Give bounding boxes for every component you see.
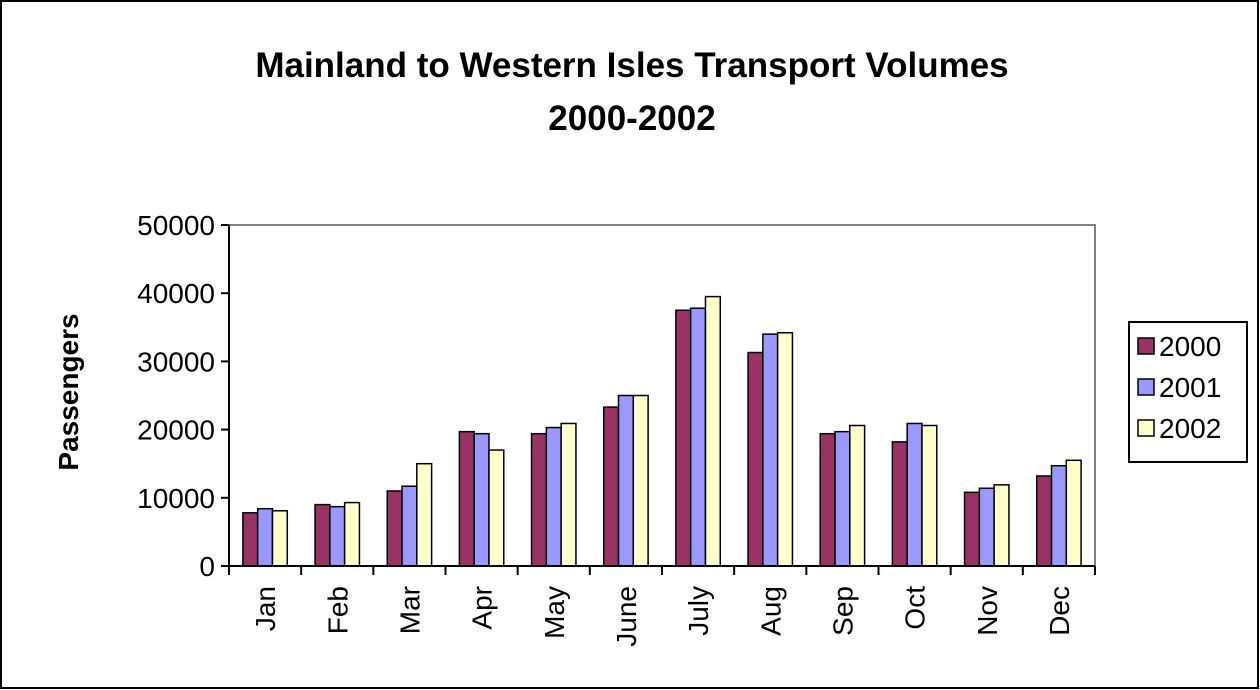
bar-2001-apr: [473, 432, 490, 567]
bar-2002-feb: [343, 501, 361, 567]
legend-swatch-2001: [1137, 378, 1155, 396]
axes-layer: 0 10000 20000 30000 40000 50000 Jan Feb Mar Apr Ma…: [137, 210, 1096, 647]
x-tick-label: Dec: [1044, 586, 1075, 636]
bar-2000-aug: [747, 351, 764, 567]
bar-2002-sep: [849, 424, 866, 567]
bar-2000-feb: [314, 503, 331, 567]
y-tick-label: 10000: [137, 483, 215, 514]
legend-swatch-2000: [1137, 337, 1155, 355]
y-tick-label: 0: [199, 551, 215, 582]
legend-label-2002: 2002: [1159, 413, 1221, 444]
bar-2000-july: [675, 309, 692, 567]
bar-2000-apr: [458, 430, 475, 567]
bars-layer: [242, 295, 1082, 567]
x-tick-label: Mar: [394, 586, 425, 634]
x-tick-label: Aug: [755, 586, 786, 636]
bar-2002-july: [704, 295, 722, 567]
x-tick-label: May: [539, 586, 570, 639]
bar-2001-june: [617, 394, 635, 567]
bar-2002-june: [632, 394, 649, 567]
bar-2000-mar: [386, 490, 403, 567]
legend-swatch-2002: [1137, 419, 1155, 437]
bar-2001-dec: [1050, 464, 1068, 567]
y-tick-label: 30000: [137, 346, 215, 377]
bar-2000-oct: [891, 441, 908, 567]
bar-2002-nov: [993, 484, 1010, 567]
bar-2002-mar: [416, 462, 433, 567]
x-tick-label: July: [683, 586, 714, 636]
bar-2001-feb: [329, 505, 346, 567]
bar-2002-jan: [271, 510, 289, 567]
bar-2002-dec: [1065, 459, 1082, 567]
bar-2001-oct: [906, 422, 923, 567]
x-tick-label: Feb: [322, 586, 353, 634]
x-tick-label: Oct: [900, 586, 931, 630]
bar-2000-nov: [963, 491, 981, 567]
y-tick-label: 50000: [137, 210, 215, 241]
x-tick-label: Sep: [827, 586, 858, 636]
bar-2002-may: [560, 422, 577, 567]
chart-title-line-2: 2000-2002: [548, 99, 715, 138]
x-tick-label: Jan: [250, 586, 281, 631]
bar-2001-jan: [256, 507, 274, 567]
x-tick-label: Nov: [972, 586, 1003, 636]
bar-2002-oct: [921, 424, 938, 567]
bar-2002-apr: [488, 449, 505, 567]
y-tick-label: 40000: [137, 278, 215, 309]
bar-2002-aug: [776, 332, 794, 567]
bar-2001-sep: [834, 430, 851, 567]
bar-2000-jan: [242, 512, 259, 567]
chart-title-line-1: Mainland to Western Isles Transport Volu…: [255, 46, 1008, 85]
legend-label-2000: 2000: [1159, 331, 1221, 362]
x-tick-label: June: [611, 586, 642, 647]
bar-2000-june: [602, 406, 620, 567]
legend: 2000 2001 2002: [1128, 321, 1248, 463]
bar-2001-may: [545, 426, 562, 567]
legend-label-2001: 2001: [1159, 372, 1221, 403]
bar-2001-july: [689, 307, 707, 567]
bar-2001-aug: [762, 333, 779, 567]
bar-2001-mar: [401, 485, 418, 567]
y-axis-label: Passengers: [53, 313, 84, 470]
y-tick-label: 20000: [137, 415, 215, 446]
bar-2000-sep: [819, 432, 836, 567]
x-tick-label: Apr: [467, 586, 498, 630]
bar-2000-dec: [1035, 475, 1053, 567]
bar-2000-may: [530, 432, 548, 567]
bar-2001-nov: [978, 487, 995, 567]
